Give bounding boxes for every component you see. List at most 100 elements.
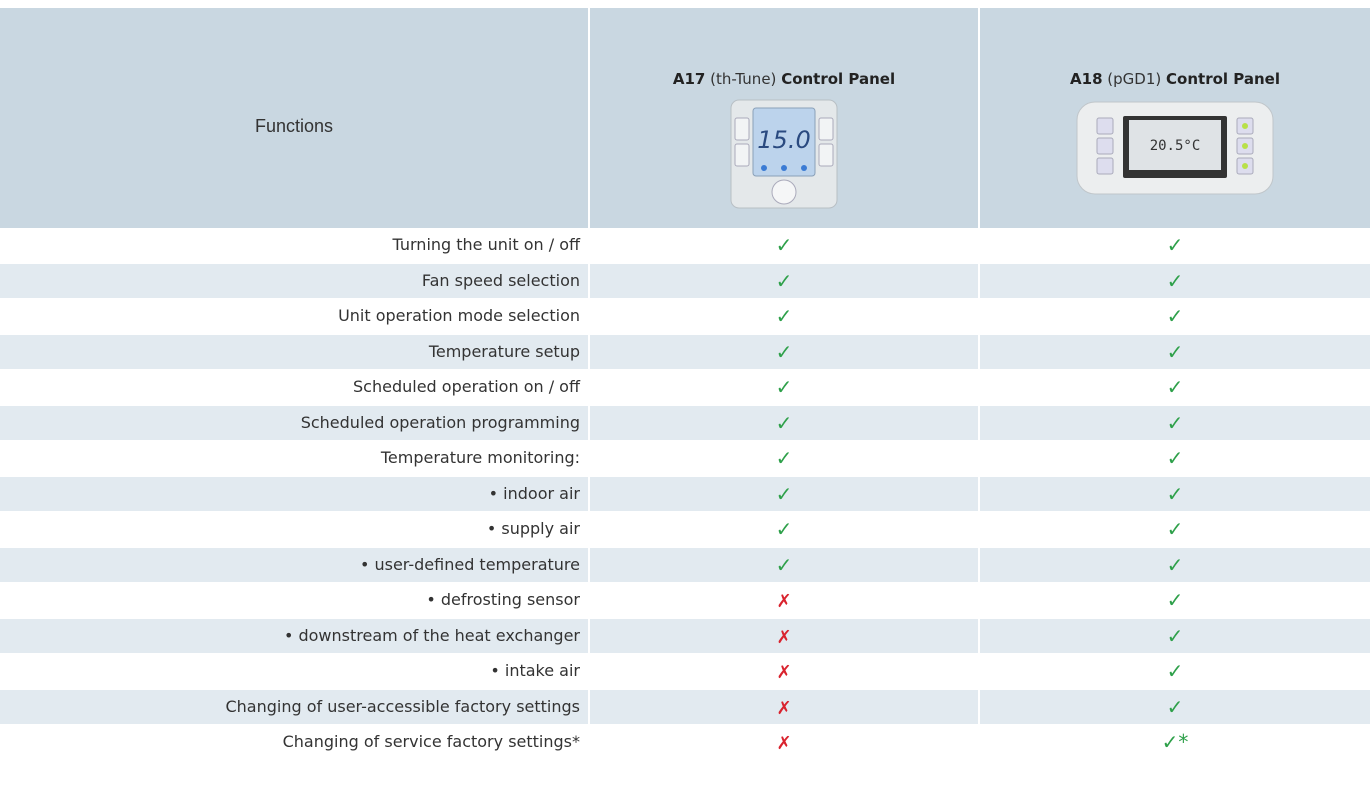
code: A17 [673, 70, 705, 88]
support-mark: ✓ [776, 553, 793, 577]
support-cell: ✓ [590, 477, 978, 511]
function-label: • indoor air [0, 477, 588, 511]
column-heading: A17 (th-Tune) Control Panel [590, 70, 978, 88]
function-label: Scheduled operation programming [0, 406, 588, 440]
function-label: Changing of user-accessible factory sett… [0, 690, 588, 724]
support-cell: ✗ [590, 654, 978, 688]
header-cell: A18 (pGD1) Control Panel 20.5°C [980, 8, 1370, 228]
support-mark: ✓ [1167, 269, 1184, 293]
table-row: • intake air ✗ ✓ [0, 654, 1372, 688]
support-cell: ✓ [980, 335, 1370, 369]
table-row: • user-defined temperature ✓ ✓ [0, 548, 1372, 582]
function-label: • defrosting sensor [0, 583, 588, 617]
th-tune-panel: 15.0 [729, 98, 839, 210]
support-cell: ✓ [980, 583, 1370, 617]
support-mark: ✗ [776, 627, 791, 648]
support-mark: ✓ [1167, 446, 1184, 470]
support-mark: ✓ [776, 482, 793, 506]
function-label: • downstream of the heat exchanger [0, 619, 588, 653]
support-mark: ✓ [776, 411, 793, 435]
support-mark: ✓ [1167, 233, 1184, 257]
support-cell: ✓ [590, 264, 978, 298]
model: (pGD1) [1107, 70, 1161, 88]
code: A18 [1070, 70, 1102, 88]
support-cell: ✓ [980, 690, 1370, 724]
support-cell: ✓ [980, 264, 1370, 298]
support-cell: ✓* [980, 725, 1370, 759]
function-label: Turning the unit on / off [0, 228, 588, 262]
support-mark: ✓ [1167, 375, 1184, 399]
support-mark: ✗ [776, 733, 791, 754]
table-row: Scheduled operation programming ✓ ✓ [0, 406, 1372, 440]
support-mark: ✗ [776, 591, 791, 612]
function-label: Scheduled operation on / off [0, 370, 588, 404]
header-cell: Functions [0, 8, 588, 228]
device-image: 15.0 [590, 98, 978, 214]
support-mark: ✗ [776, 698, 791, 719]
support-mark: ✓ [1167, 588, 1184, 612]
svg-text:15.0: 15.0 [757, 126, 810, 154]
support-cell: ✓ [980, 548, 1370, 582]
support-cell: ✓ [590, 441, 978, 475]
support-mark: ✓ [776, 304, 793, 328]
label: Control Panel [781, 70, 895, 88]
functions-heading: Functions [0, 116, 588, 137]
function-label: • intake air [0, 654, 588, 688]
support-cell: ✓ [980, 406, 1370, 440]
table-row: Temperature setup ✓ ✓ [0, 335, 1372, 369]
table-row: Unit operation mode selection ✓ ✓ [0, 299, 1372, 333]
support-mark: ✓ [776, 375, 793, 399]
device-image: 20.5°C [980, 98, 1370, 202]
support-cell: ✗ [590, 583, 978, 617]
support-mark: ✓ [1167, 695, 1184, 719]
support-mark: ✓ [1167, 624, 1184, 648]
support-mark: ✓ [776, 517, 793, 541]
function-label: Changing of service factory settings* [0, 725, 588, 759]
label: Control Panel [1166, 70, 1280, 88]
table-row: Scheduled operation on / off ✓ ✓ [0, 370, 1372, 404]
pgd1-panel: 20.5°C [1075, 98, 1275, 198]
support-cell: ✓ [980, 477, 1370, 511]
support-cell: ✓ [980, 654, 1370, 688]
support-cell: ✓ [590, 548, 978, 582]
support-cell: ✓ [590, 406, 978, 440]
model: (th-Tune) [710, 70, 776, 88]
table-row: Turning the unit on / off ✓ ✓ [0, 228, 1372, 262]
table-row: Temperature monitoring: ✓ ✓ [0, 441, 1372, 475]
support-mark: ✓ [1167, 304, 1184, 328]
support-mark: ✓ [776, 446, 793, 470]
support-mark: ✓ [1167, 517, 1184, 541]
column-heading: A18 (pGD1) Control Panel [980, 70, 1370, 88]
comparison-table: Functions A17 (th-Tune) Control Panel 15… [0, 0, 1372, 792]
table-row: Changing of user-accessible factory sett… [0, 690, 1372, 724]
table-row: • supply air✓✓ [0, 512, 1372, 546]
table-row: Changing of service factory settings* ✗ ✓* [0, 725, 1372, 759]
support-cell: ✓ [590, 335, 978, 369]
support-mark: ✓* [1162, 730, 1189, 754]
function-label: • user-defined temperature [0, 548, 588, 582]
support-cell: ✓ [590, 228, 978, 262]
table-row: • defrosting sensor ✗ ✓ [0, 583, 1372, 617]
svg-text:20.5°C: 20.5°C [1150, 138, 1201, 154]
function-label: Unit operation mode selection [0, 299, 588, 333]
support-mark: ✓ [776, 269, 793, 293]
support-cell: ✗ [590, 725, 978, 759]
support-mark: ✓ [1167, 482, 1184, 506]
support-mark: ✓ [1167, 340, 1184, 364]
support-mark: ✓ [776, 233, 793, 257]
support-cell: ✓ [980, 299, 1370, 333]
support-mark: ✗ [776, 662, 791, 683]
table-row: Fan speed selection ✓ ✓ [0, 264, 1372, 298]
support-mark: ✓ [1167, 659, 1184, 683]
table-row: • downstream of the heat exchanger ✗ ✓ [0, 619, 1372, 653]
support-cell: ✓ [980, 619, 1370, 653]
function-label: Temperature monitoring: [0, 441, 588, 475]
function-label: Temperature setup [0, 335, 588, 369]
support-cell: ✓ [980, 441, 1370, 475]
support-cell: ✓ [590, 512, 978, 546]
support-mark: ✓ [776, 340, 793, 364]
function-label: Fan speed selection [0, 264, 588, 298]
header-cell: A17 (th-Tune) Control Panel 15.0 [590, 8, 978, 228]
support-cell: ✗ [590, 619, 978, 653]
support-mark: ✓ [1167, 411, 1184, 435]
